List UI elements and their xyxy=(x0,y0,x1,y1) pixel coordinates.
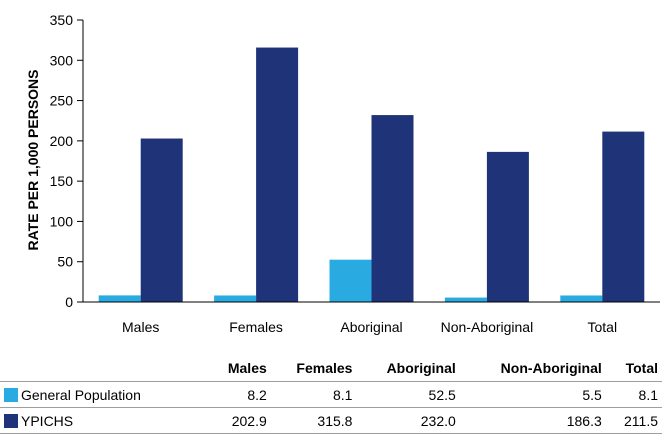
bar-ypichs-total xyxy=(602,131,645,302)
y-tick-label: 200 xyxy=(50,133,74,149)
table-header-cell: Females xyxy=(296,360,353,376)
table-cell: 8.1 xyxy=(270,381,357,408)
y-tick-label: 150 xyxy=(50,173,74,189)
bar-general-population-total xyxy=(560,295,603,302)
y-tick-label: 250 xyxy=(50,93,74,109)
table-header-cell: Total xyxy=(625,360,658,376)
bar-general-population-non-aboriginal xyxy=(444,297,487,302)
bar-general-population-aboriginal xyxy=(329,259,372,302)
y-tick-label: 100 xyxy=(50,213,74,229)
bars xyxy=(98,47,645,303)
legend-label: YPICHS xyxy=(21,412,74,429)
table-cell: 5.5 xyxy=(459,381,606,408)
legend-swatch xyxy=(4,413,18,428)
table-header-blank xyxy=(0,355,208,382)
y-tick-label: 300 xyxy=(50,52,74,68)
table-cell: 315.8 xyxy=(270,407,357,434)
bar-ypichs-aboriginal xyxy=(371,115,414,303)
table-row: General Population 8.2 8.1 52.5 5.5 8.1 xyxy=(0,381,662,408)
table-cell: 8.1 xyxy=(605,381,662,408)
bar-ypichs-females xyxy=(256,47,299,303)
bar-chart: RATE PER 1,000 PERSONS 0 50 100 150 200 250 30… xyxy=(25,12,660,335)
category-label: Total xyxy=(588,319,618,335)
category-label: Males xyxy=(122,319,159,335)
bar-ypichs-males xyxy=(140,138,183,302)
bar-general-population-males xyxy=(98,295,141,302)
legend-swatch xyxy=(4,387,18,402)
legend-entry: General Population xyxy=(0,381,208,408)
y-tick-label: 50 xyxy=(57,254,73,270)
table-row: YPICHS 202.9 315.8 232.0 186.3 211.5 xyxy=(0,407,662,434)
bar-ypichs-non-aboriginal xyxy=(486,151,529,302)
table-header-cell: Males xyxy=(227,360,267,376)
data-table: Males Females Aboriginal Non-Aboriginal Tota… xyxy=(0,355,662,434)
legend-label: General Population xyxy=(21,386,141,403)
table-cell: 8.2 xyxy=(208,381,271,408)
category-label: Females xyxy=(229,319,283,335)
y-axis-label: RATE PER 1,000 PERSONS xyxy=(25,69,41,250)
table-header-cell: Non-Aboriginal xyxy=(500,360,602,376)
category-labels: Males Females Aboriginal Non-Aboriginal Tota… xyxy=(122,319,617,335)
table-cell: 186.3 xyxy=(459,407,606,434)
table-cell: 232.0 xyxy=(356,407,460,434)
table-header-cell: Aboriginal xyxy=(386,360,456,376)
table-cell: 52.5 xyxy=(356,381,460,408)
y-tick-label: 0 xyxy=(65,294,73,310)
legend-entry: YPICHS xyxy=(0,407,208,434)
bar-general-population-females xyxy=(214,295,257,302)
y-axis-ticks: 0 50 100 150 200 250 300 350 xyxy=(50,12,83,310)
category-label: Aboriginal xyxy=(340,319,402,335)
table-cell: 202.9 xyxy=(208,407,271,434)
category-label: Non-Aboriginal xyxy=(441,319,534,335)
table-cell: 211.5 xyxy=(605,407,662,434)
table-header-row: Males Females Aboriginal Non-Aboriginal Tota… xyxy=(0,355,662,382)
y-tick-label: 350 xyxy=(50,12,74,28)
